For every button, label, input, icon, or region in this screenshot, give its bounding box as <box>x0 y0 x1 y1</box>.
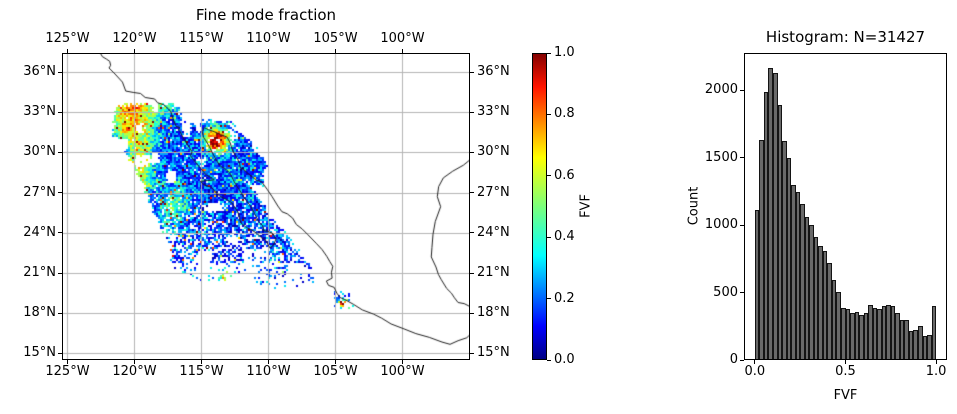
histogram-title: Histogram: N=31427 <box>765 28 926 46</box>
lat-tick-mark <box>470 352 474 354</box>
colorbar-tick-label: 1.0 <box>554 45 575 60</box>
colorbar-tick-label: 0.2 <box>554 290 575 306</box>
lat-tick-mark <box>470 151 474 153</box>
hist-y-tick-label: 2000 <box>704 82 738 98</box>
lat-tick-mark <box>470 232 474 234</box>
hist-x-tick-mark <box>845 360 846 364</box>
hist-y-tick-mark <box>740 157 744 159</box>
lat-tick-mark <box>58 272 62 274</box>
lat-tick-label: 30°N <box>23 144 56 160</box>
histogram-plot-area <box>744 53 947 360</box>
map-title: Fine mode fraction <box>195 6 337 24</box>
lat-tick-mark <box>470 312 474 314</box>
lon-tick-mark <box>401 49 403 53</box>
lon-tick-mark <box>401 360 403 364</box>
lat-tick-mark <box>58 352 62 354</box>
lon-tick-mark <box>267 360 269 364</box>
colorbar-tick-mark <box>547 359 551 361</box>
lat-tick-mark <box>58 111 62 113</box>
lon-tick-mark <box>133 49 135 53</box>
lat-tick-label: 30°N <box>477 144 510 160</box>
colorbar-tick-mark <box>547 175 551 177</box>
lon-tick-mark <box>334 360 336 364</box>
lon-tick-mark <box>66 360 68 364</box>
lat-tick-label: 27°N <box>23 184 56 200</box>
histogram-bar <box>931 306 937 360</box>
lat-tick-mark <box>470 272 474 274</box>
lon-tick-mark <box>334 49 336 53</box>
lat-tick-label: 24°N <box>477 224 510 240</box>
lat-tick-mark <box>470 192 474 194</box>
hist-y-tick-mark <box>740 359 744 361</box>
hist-x-tick-label: 1.0 <box>925 364 947 379</box>
colorbar-tick-label: 0.8 <box>554 106 575 122</box>
colorbar-tick-mark <box>547 52 551 54</box>
lat-tick-label: 15°N <box>23 345 56 361</box>
lon-tick-label: 105°W <box>313 364 358 379</box>
hist-y-tick-label: 1000 <box>704 217 738 233</box>
lon-tick-mark <box>267 49 269 53</box>
lat-tick-mark <box>470 71 474 73</box>
lat-tick-mark <box>58 151 62 153</box>
lat-tick-label: 27°N <box>477 184 510 200</box>
hist-y-tick-mark <box>740 292 744 294</box>
lon-tick-label: 120°W <box>112 31 157 46</box>
lon-tick-label: 100°W <box>380 364 425 379</box>
hist-x-tick-mark <box>754 360 756 364</box>
lon-tick-mark <box>200 360 202 364</box>
hist-y-tick-label: 500 <box>713 284 738 300</box>
hist-y-tick-mark <box>740 89 744 91</box>
lon-tick-label: 100°W <box>380 31 425 46</box>
lat-tick-label: 15°N <box>477 345 510 361</box>
hist-y-tick-label: 0 <box>729 352 738 367</box>
lat-tick-label: 18°N <box>23 305 56 321</box>
lat-tick-label: 36°N <box>477 64 510 80</box>
colorbar-tick-label: 0.6 <box>554 167 575 183</box>
hist-x-tick-label: 0.0 <box>744 364 766 379</box>
lat-tick-mark <box>58 192 62 194</box>
lon-tick-mark <box>66 49 68 53</box>
hist-y-tick-label: 1500 <box>704 149 738 165</box>
histogram-xlabel: FVF <box>833 388 858 403</box>
lat-tick-label: 33°N <box>23 104 56 120</box>
lon-tick-label: 115°W <box>179 364 224 379</box>
lon-tick-label: 115°W <box>179 31 224 46</box>
lon-tick-label: 125°W <box>45 364 90 379</box>
colorbar <box>532 53 547 360</box>
lat-tick-mark <box>58 312 62 314</box>
lat-tick-mark <box>58 232 62 234</box>
lat-tick-label: 18°N <box>477 305 510 321</box>
lon-tick-label: 120°W <box>112 364 157 379</box>
lat-tick-mark <box>470 111 474 113</box>
colorbar-tick-mark <box>547 298 551 300</box>
lat-tick-label: 21°N <box>477 265 510 281</box>
lat-tick-label: 33°N <box>477 104 510 120</box>
lon-tick-label: 110°W <box>246 364 291 379</box>
lon-tick-label: 105°W <box>313 31 358 46</box>
colorbar-label: FVF <box>578 194 594 218</box>
lat-tick-label: 24°N <box>23 224 56 240</box>
hist-x-tick-label: 0.5 <box>835 364 856 379</box>
lon-tick-label: 125°W <box>45 31 90 46</box>
lat-tick-label: 21°N <box>23 265 56 281</box>
colorbar-tick-label: 0.4 <box>554 229 575 245</box>
lon-tick-mark <box>133 360 135 364</box>
colorbar-tick-mark <box>547 113 551 115</box>
hist-x-tick-mark <box>935 360 937 364</box>
hist-y-tick-mark <box>740 224 744 226</box>
lon-tick-label: 110°W <box>246 31 291 46</box>
lat-tick-mark <box>58 71 62 73</box>
colorbar-tick-label: 0.0 <box>554 352 575 367</box>
map-canvas <box>62 53 470 360</box>
colorbar-tick-mark <box>547 236 551 238</box>
lon-tick-mark <box>200 49 202 53</box>
lat-tick-label: 36°N <box>23 64 56 80</box>
